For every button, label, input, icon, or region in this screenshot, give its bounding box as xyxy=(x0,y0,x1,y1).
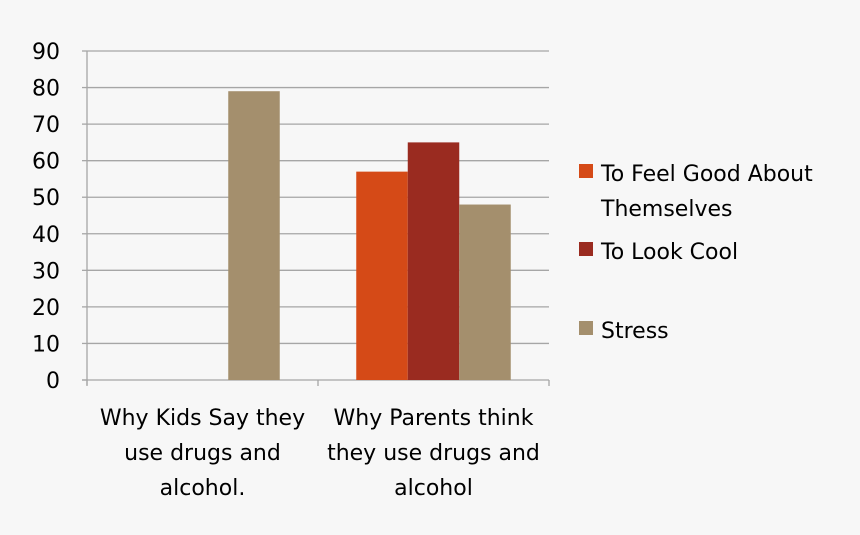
legend-label: Themselves xyxy=(600,197,732,222)
legend-label: To Feel Good About xyxy=(600,162,813,187)
bar xyxy=(407,142,460,380)
legend-swatch xyxy=(579,321,593,335)
bar xyxy=(356,171,408,380)
y-tick-label: 60 xyxy=(32,150,60,175)
y-tick-label: 30 xyxy=(32,259,60,284)
y-tick-label: 70 xyxy=(32,113,60,138)
x-tick-label: Why Parents think xyxy=(334,406,534,431)
legend-label: To Look Cool xyxy=(600,240,738,265)
legend-swatch xyxy=(579,242,593,256)
x-tick-label: use drugs and xyxy=(124,441,281,466)
x-tick-label: they use drugs and xyxy=(327,441,540,466)
y-tick-label: 90 xyxy=(32,40,60,65)
bar xyxy=(459,204,511,380)
x-tick-label: alcohol. xyxy=(160,476,246,501)
y-tick-label: 50 xyxy=(32,186,60,211)
bar xyxy=(228,91,280,380)
y-tick-label: 20 xyxy=(32,296,60,321)
x-tick-label: Why Kids Say they xyxy=(100,406,305,431)
y-tick-label: 0 xyxy=(46,369,60,394)
y-tick-label: 80 xyxy=(32,77,60,102)
legend-swatch xyxy=(579,164,593,178)
legend-label: Stress xyxy=(601,319,669,344)
x-tick-label: alcohol xyxy=(394,476,473,501)
y-tick-label: 40 xyxy=(32,223,60,248)
y-tick-label: 10 xyxy=(32,332,60,357)
